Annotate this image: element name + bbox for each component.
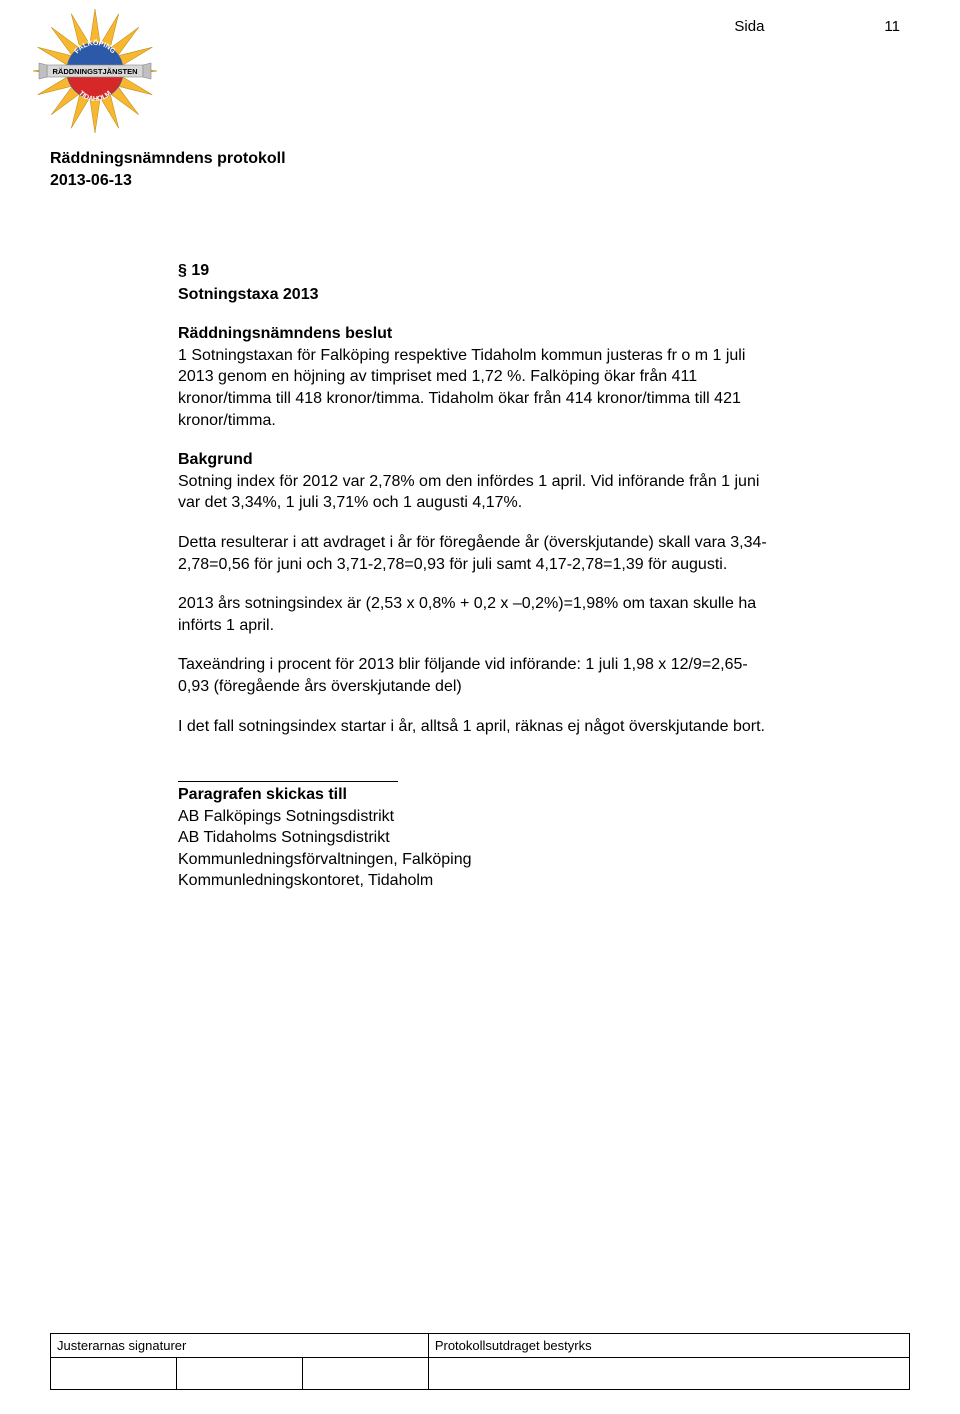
recipient-2: AB Tidaholms Sotningsdistrikt — [178, 827, 773, 849]
recipients-heading: Paragrafen skickas till — [178, 784, 773, 806]
paragraph-1: 1 Sotningstaxan för Falköping respektive… — [178, 345, 773, 431]
paragraph-6: I det fall sotningsindex startar i år, a… — [178, 716, 773, 738]
emblem-logo: FALKÖPING TIDAHOLM RÄDDNINGSTJÄNSTEN — [30, 6, 160, 136]
footer-table: Justerarnas signaturer Protokollsutdrage… — [50, 1333, 910, 1390]
page-number: 11 — [884, 18, 900, 35]
paragraph-5: Taxeändring i procent för 2013 blir följ… — [178, 654, 773, 697]
paragraph-2: Sotning index för 2012 var 2,78% om den … — [178, 471, 773, 514]
recipient-4: Kommunledningskontoret, Tidaholm — [178, 870, 773, 892]
doc-title-line2: 2013-06-13 — [50, 170, 286, 192]
logo-banner-text: RÄDDNINGSTJÄNSTEN — [52, 67, 137, 76]
section-title: Sotningstaxa 2013 — [178, 284, 773, 306]
paragraph-4: 2013 års sotningsindex är (2,53 x 0,8% +… — [178, 593, 773, 636]
bakgrund-heading: Bakgrund — [178, 449, 773, 471]
page-header: Sida 11 — [734, 18, 900, 35]
footer-left-label: Justerarnas signaturer — [51, 1334, 429, 1358]
footer-right-label: Protokollsutdraget bestyrks — [428, 1334, 909, 1358]
recipient-3: Kommunledningsförvaltningen, Falköping — [178, 849, 773, 871]
recipient-1: AB Falköpings Sotningsdistrikt — [178, 806, 773, 828]
section-number: § 19 — [178, 260, 773, 282]
divider-line — [178, 781, 398, 782]
page-label: Sida — [734, 18, 764, 35]
beslut-heading: Räddningsnämndens beslut — [178, 323, 773, 345]
main-content: § 19 Sotningstaxa 2013 Räddningsnämndens… — [178, 260, 773, 892]
recipients-block: Paragrafen skickas till AB Falköpings So… — [178, 784, 773, 892]
paragraph-3: Detta resulterar i att avdraget i år för… — [178, 532, 773, 575]
doc-title-line1: Räddningsnämndens protokoll — [50, 148, 286, 170]
document-title: Räddningsnämndens protokoll 2013-06-13 — [50, 148, 286, 191]
